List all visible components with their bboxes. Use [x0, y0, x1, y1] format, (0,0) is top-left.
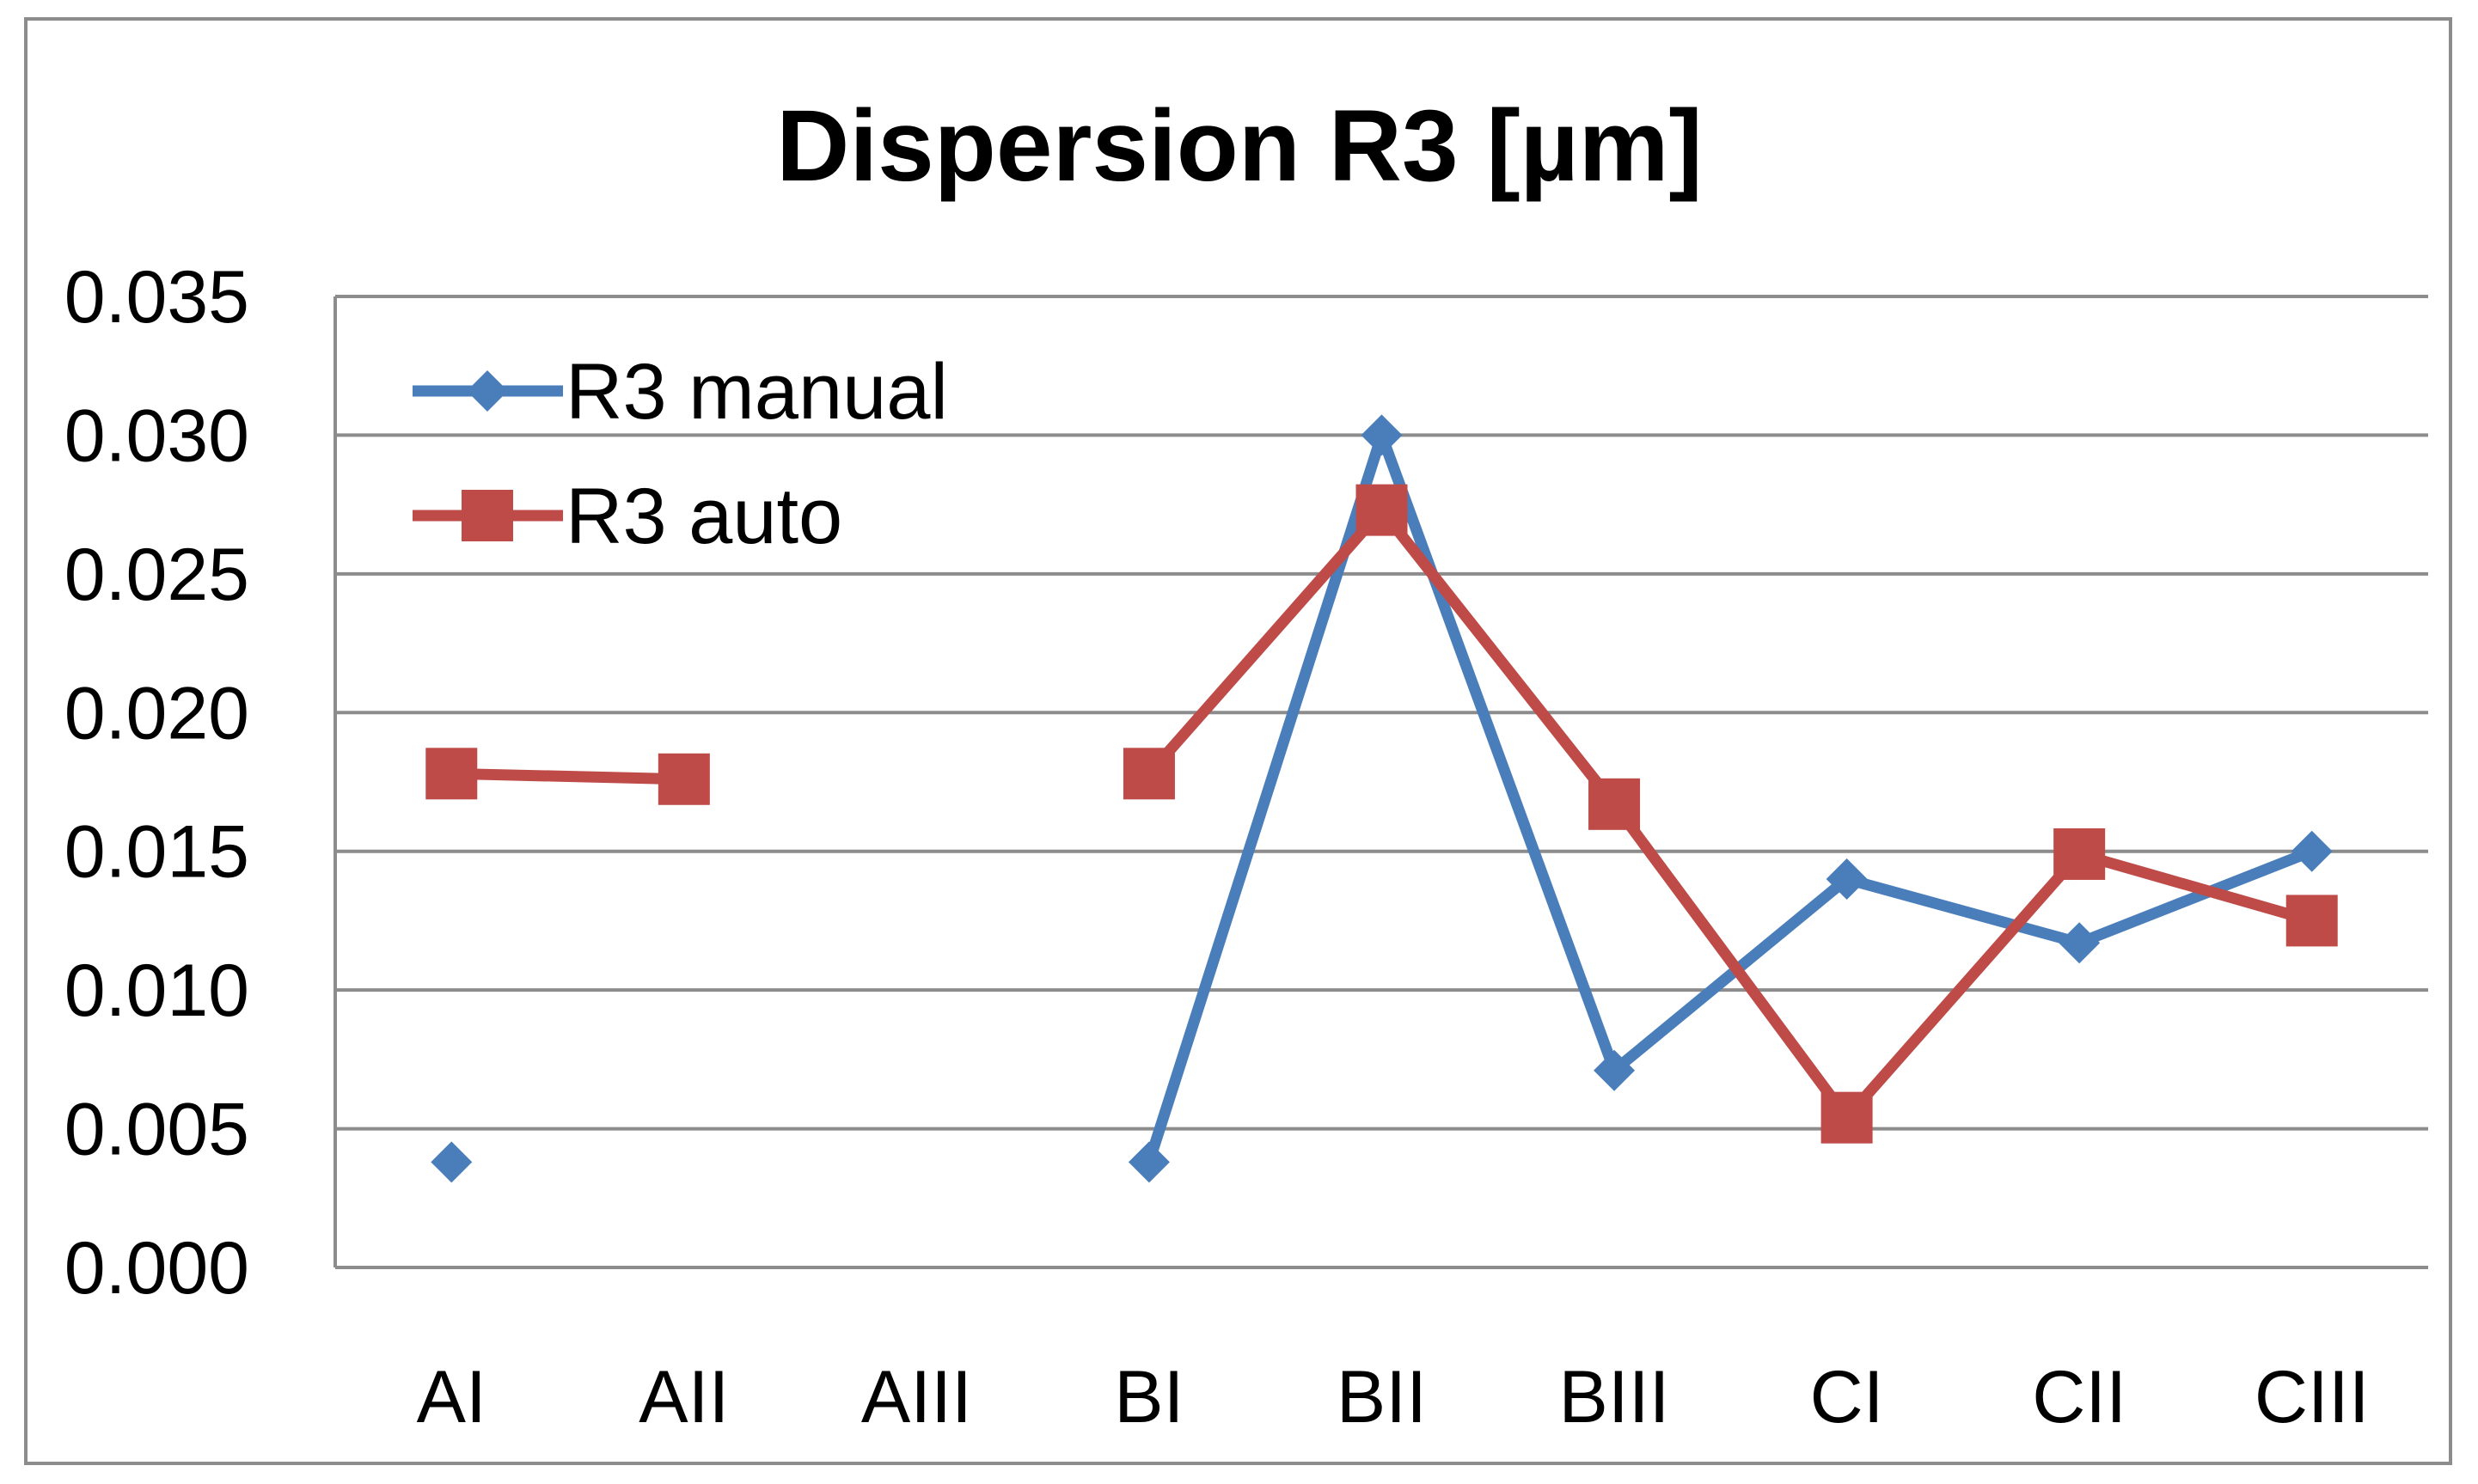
y-tick-label: 0.025 — [64, 534, 249, 616]
data-point — [1826, 858, 1868, 900]
series-segment — [1143, 504, 1387, 779]
legend-swatch-marker — [462, 490, 513, 541]
legend-label: R3 manual — [566, 348, 948, 436]
x-tick-label: AI — [417, 1356, 486, 1438]
data-point — [2291, 830, 2333, 872]
y-tick-label: 0.030 — [64, 394, 249, 477]
y-tick-label: 0.020 — [64, 672, 249, 754]
data-point — [1128, 1141, 1170, 1183]
x-tick-labels: AI AII AIII BI BII BIII CI CII CIII — [417, 1356, 2370, 1438]
x-tick-label: BIII — [1559, 1356, 1670, 1438]
data-point — [431, 1141, 473, 1183]
y-tick-label: 0.005 — [64, 1089, 249, 1171]
legend-swatch-marker — [467, 370, 508, 412]
y-tick-label: 0.000 — [64, 1227, 249, 1310]
series-r3-manual — [431, 414, 2333, 1183]
data-point — [1594, 1049, 1636, 1091]
y-tick-label: 0.015 — [64, 811, 249, 894]
x-tick-label: AIII — [861, 1356, 972, 1438]
legend: R3 manual R3 auto — [413, 348, 948, 560]
x-tick-label: CI — [1810, 1356, 1884, 1438]
x-tick-label: BI — [1114, 1356, 1184, 1438]
axes — [333, 296, 2428, 1269]
series-lines — [425, 414, 2338, 1183]
data-point — [1361, 414, 1403, 456]
y-tick-labels: 0.000 0.005 0.010 0.015 0.020 0.025 0.030 0.035 — [64, 256, 249, 1310]
data-point — [658, 753, 710, 805]
series-segment — [1608, 798, 1853, 1124]
y-tick-label: 0.010 — [64, 950, 249, 1032]
legend-label: R3 auto — [566, 473, 842, 560]
series-segment — [2073, 848, 2318, 926]
data-point — [1820, 1091, 1873, 1144]
data-point — [1355, 484, 1408, 536]
x-tick-label: AII — [639, 1356, 729, 1438]
x-tick-label: CIII — [2255, 1356, 2370, 1438]
x-tick-label: BII — [1337, 1356, 1427, 1438]
legend-item: R3 manual — [413, 348, 948, 436]
series-segment — [445, 767, 690, 785]
x-tick-label: CII — [2032, 1356, 2126, 1438]
series-segment — [2073, 846, 2318, 949]
data-point — [1588, 778, 1641, 830]
chart-title: Dispersion R3 [µm] — [776, 89, 1703, 203]
series-segment — [1841, 873, 2085, 949]
data-point — [2059, 922, 2101, 964]
series-segment — [1376, 504, 1620, 810]
series-r3-auto — [425, 484, 2338, 1144]
y-tick-label: 0.035 — [64, 256, 249, 339]
data-point — [2053, 827, 2106, 880]
data-point — [425, 748, 478, 800]
series-segment — [1841, 848, 2085, 1124]
data-point — [2285, 895, 2338, 947]
series-segment — [1376, 429, 1620, 1077]
chart-frame — [24, 17, 2452, 1465]
data-point — [1123, 748, 1175, 800]
legend-item: R3 auto — [413, 473, 842, 560]
series-segment — [1608, 873, 1853, 1077]
